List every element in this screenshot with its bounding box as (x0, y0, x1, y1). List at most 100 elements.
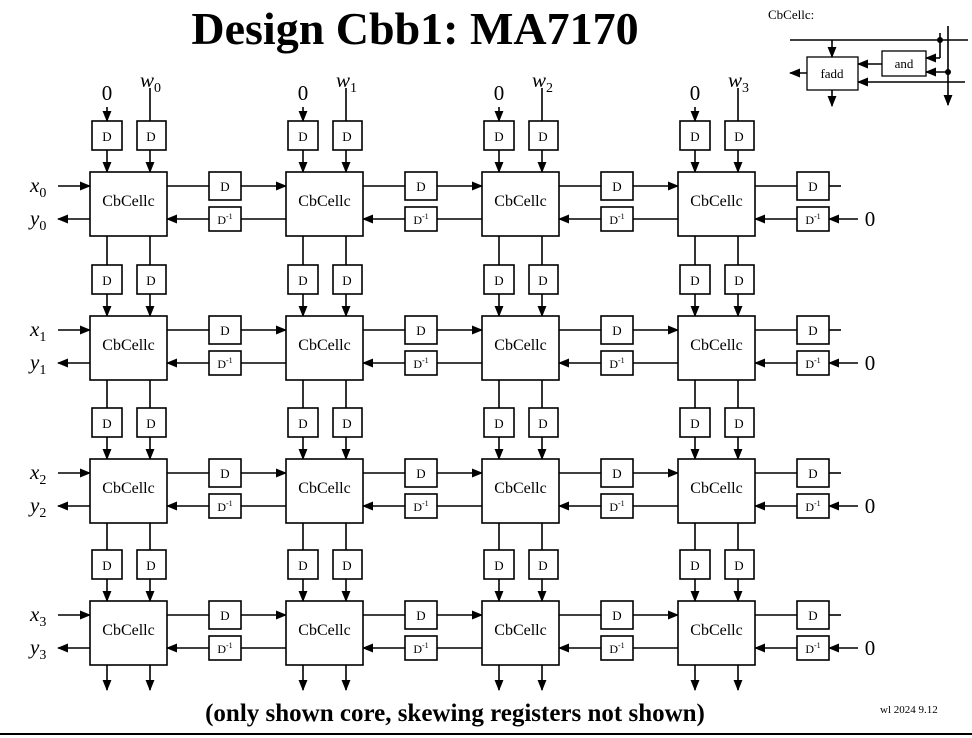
register-d (287, 549, 319, 580)
register-d-inverse (404, 350, 438, 376)
register-d (332, 264, 363, 295)
input-zero-label: 0 (298, 81, 309, 105)
register-d (483, 407, 515, 438)
register-d (483, 264, 515, 295)
cbcellc-label: CbCellc (494, 622, 546, 639)
y-output-label: y0 (28, 206, 46, 234)
cbcellc-block (89, 600, 168, 666)
register-d (136, 264, 167, 295)
register-d-inverse-label: D-1 (805, 641, 820, 656)
cbcellc-label: CbCellc (690, 193, 742, 210)
register-d-inverse (208, 493, 242, 519)
register-d-label: D (612, 179, 621, 194)
register-d (724, 549, 755, 580)
register-d-label: D (494, 558, 503, 573)
register-d-label: D (342, 129, 351, 144)
register-d (404, 458, 438, 488)
and-label: and (895, 56, 914, 71)
register-d-label: D (220, 323, 229, 338)
blocks (89, 120, 830, 666)
register-d-label: D (690, 129, 699, 144)
cbcellc-legend: CbCellc: fadd and (768, 7, 968, 108)
register-d-label: D (416, 466, 425, 481)
register-d-inverse (208, 206, 242, 232)
register-d-inverse-label: D-1 (609, 356, 624, 371)
register-d-label: D (734, 129, 743, 144)
register-d-label: D (342, 416, 351, 431)
register-d-label: D (808, 608, 817, 623)
cbcellc-label: CbCellc (298, 193, 350, 210)
register-d-inverse (600, 206, 634, 232)
register-d-inverse-label: D-1 (413, 641, 428, 656)
cbcellc-block (481, 458, 560, 524)
register-d-inverse (796, 350, 830, 376)
cbcellc-label: CbCellc (494, 193, 546, 210)
register-d (404, 171, 438, 201)
register-d (91, 549, 123, 580)
register-d-label: D (690, 558, 699, 573)
y-zero-label: 0 (865, 636, 876, 660)
page-title: Design Cbb1: MA7170 (191, 3, 639, 54)
register-d (679, 120, 711, 151)
register-d-label: D (102, 129, 111, 144)
cbcellc-block (285, 458, 364, 524)
register-d-label: D (416, 608, 425, 623)
register-d-label: D (298, 129, 307, 144)
register-d (528, 264, 559, 295)
cbcellc-block (89, 458, 168, 524)
y-zero-label: 0 (865, 494, 876, 518)
cbcellc-label: CbCellc (298, 622, 350, 639)
cbcellc-label: CbCellc (102, 337, 154, 354)
cbcellc-label: CbCellc (102, 480, 154, 497)
cbcellc-block (285, 171, 364, 237)
register-d-inverse-label: D-1 (217, 641, 232, 656)
register-d-label: D (494, 129, 503, 144)
register-d-label: D (808, 323, 817, 338)
cbcellc-label: CbCellc (690, 337, 742, 354)
register-d-inverse (404, 493, 438, 519)
register-d-label: D (342, 273, 351, 288)
register-d-label: D (298, 558, 307, 573)
cbcellc-block (677, 171, 756, 237)
y-zero-label: 0 (865, 351, 876, 375)
cbcellc-block (481, 171, 560, 237)
register-d-label: D (612, 608, 621, 623)
register-d (724, 120, 755, 151)
register-d-label: D (298, 273, 307, 288)
register-d-label: D (146, 273, 155, 288)
cbcellc-block (285, 315, 364, 381)
register-d-inverse (208, 350, 242, 376)
register-d (404, 600, 438, 630)
cbcellc-label: CbCellc (102, 193, 154, 210)
weight-label: w2 (532, 68, 553, 96)
input-zero-label: 0 (102, 81, 113, 105)
register-d (91, 264, 123, 295)
register-d-label: D (220, 608, 229, 623)
x-input-label: x2 (29, 460, 46, 488)
register-d-inverse-label: D-1 (805, 356, 820, 371)
register-d-inverse (600, 350, 634, 376)
register-d-label: D (342, 558, 351, 573)
register-d-label: D (734, 273, 743, 288)
fadd-label: fadd (820, 66, 844, 81)
x-input-label: x1 (29, 317, 46, 345)
register-d (679, 264, 711, 295)
register-d-inverse-label: D-1 (805, 212, 820, 227)
register-d (600, 458, 634, 488)
register-d-label: D (146, 558, 155, 573)
register-d-label: D (734, 558, 743, 573)
register-d (679, 407, 711, 438)
cbcellc-block (677, 458, 756, 524)
register-d (332, 407, 363, 438)
register-d (528, 407, 559, 438)
y-zero-label: 0 (865, 207, 876, 231)
register-d-label: D (102, 273, 111, 288)
register-d-label: D (808, 466, 817, 481)
cbcellc-block (677, 600, 756, 666)
register-d (724, 407, 755, 438)
register-d-label: D (102, 558, 111, 573)
cbcellc-block (89, 171, 168, 237)
cbcellc-label: CbCellc (298, 337, 350, 354)
register-d-inverse-label: D-1 (217, 356, 232, 371)
